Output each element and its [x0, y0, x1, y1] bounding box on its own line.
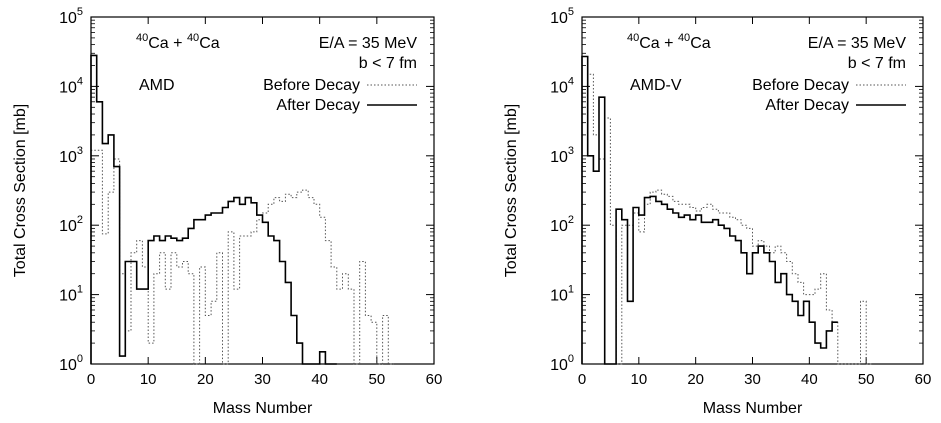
y-tick-exponent: 3 [568, 145, 574, 157]
series-after-decay [90, 54, 337, 365]
energy-label: E/A = 35 MeV [808, 35, 907, 52]
series-before-decay [581, 73, 872, 365]
reaction-element-1: Ca [148, 35, 169, 52]
x-tick-label: 20 [197, 371, 214, 388]
y-tick-exponent: 1 [568, 284, 574, 296]
y-tick-base: 10 [59, 149, 77, 166]
reaction-mass-1: 40 [627, 32, 639, 44]
y-tick-base: 10 [550, 288, 568, 305]
y-tick-base: 10 [59, 288, 77, 305]
y-tick-label: 102 [59, 214, 83, 235]
y-tick-label: 101 [550, 284, 574, 305]
y-tick-label: 104 [59, 75, 83, 96]
series-before-decay [90, 149, 394, 365]
x-tick-label: 40 [801, 371, 818, 388]
model-label: AMD-V [630, 77, 682, 94]
y-tick-base: 10 [59, 10, 77, 27]
impact-parameter-label: b < 7 fm [848, 55, 906, 72]
x-tick-label: 50 [368, 371, 385, 388]
y-tick-exponent: 5 [77, 6, 83, 18]
reaction-label: 40Ca + 40Ca [136, 32, 220, 52]
reaction-element-2: Ca [690, 35, 711, 52]
x-tick-label: 60 [426, 371, 443, 388]
y-tick-label: 105 [550, 6, 574, 27]
y-tick-base: 10 [550, 79, 568, 96]
y-tick-label: 100 [550, 353, 574, 374]
reaction-mass-2: 40 [187, 32, 199, 44]
legend-label: Before Decay [752, 77, 849, 94]
x-tick-label: 0 [578, 371, 586, 388]
y-axis-label: Total Cross Section [mb] [503, 104, 520, 277]
legend-label: After Decay [276, 97, 360, 114]
y-tick-exponent: 0 [568, 353, 574, 365]
y-tick-base: 10 [59, 218, 77, 235]
reaction-mass-2: 40 [678, 32, 690, 44]
reaction-label: 40Ca + 40Ca [627, 32, 711, 52]
y-tick-base: 10 [550, 218, 568, 235]
x-tick-label: 30 [744, 371, 761, 388]
x-tick-label: 20 [687, 371, 704, 388]
y-tick-base: 10 [59, 357, 77, 374]
reaction-plus: + [169, 35, 187, 52]
y-tick-base: 10 [550, 10, 568, 27]
y-tick-exponent: 0 [77, 353, 83, 365]
x-axis-label: Mass Number [213, 400, 313, 417]
energy-label: E/A = 35 MeV [319, 35, 418, 52]
y-tick-label: 104 [550, 75, 574, 96]
legend-label: Before Decay [263, 77, 360, 94]
x-tick-label: 10 [140, 371, 157, 388]
x-axis-label: Mass Number [703, 400, 803, 417]
series-after-decay [581, 55, 838, 365]
x-tick-label: 50 [858, 371, 875, 388]
y-tick-exponent: 2 [77, 214, 83, 226]
y-tick-base: 10 [550, 149, 568, 166]
y-tick-label: 103 [550, 145, 574, 166]
y-tick-label: 101 [59, 284, 83, 305]
x-tick-label: 40 [311, 371, 328, 388]
y-axis-label: Total Cross Section [mb] [12, 104, 29, 277]
model-label: AMD [139, 77, 175, 94]
reaction-element-1: Ca [639, 35, 660, 52]
y-tick-exponent: 3 [77, 145, 83, 157]
reaction-plus: + [660, 35, 678, 52]
reaction-mass-1: 40 [136, 32, 148, 44]
y-tick-label: 100 [59, 353, 83, 374]
y-tick-exponent: 5 [568, 6, 574, 18]
legend-label: After Decay [765, 97, 849, 114]
y-tick-label: 103 [59, 145, 83, 166]
y-tick-exponent: 4 [77, 75, 83, 87]
y-tick-exponent: 4 [568, 75, 574, 87]
y-tick-label: 105 [59, 6, 83, 27]
x-tick-label: 0 [87, 371, 95, 388]
x-tick-label: 30 [254, 371, 271, 388]
impact-parameter-label: b < 7 fm [359, 55, 417, 72]
x-tick-label: 60 [915, 371, 932, 388]
y-tick-exponent: 2 [568, 214, 574, 226]
y-tick-label: 102 [550, 214, 574, 235]
reaction-element-2: Ca [199, 35, 220, 52]
y-tick-base: 10 [59, 79, 77, 96]
x-tick-label: 10 [630, 371, 647, 388]
y-tick-exponent: 1 [77, 284, 83, 296]
y-tick-base: 10 [550, 357, 568, 374]
